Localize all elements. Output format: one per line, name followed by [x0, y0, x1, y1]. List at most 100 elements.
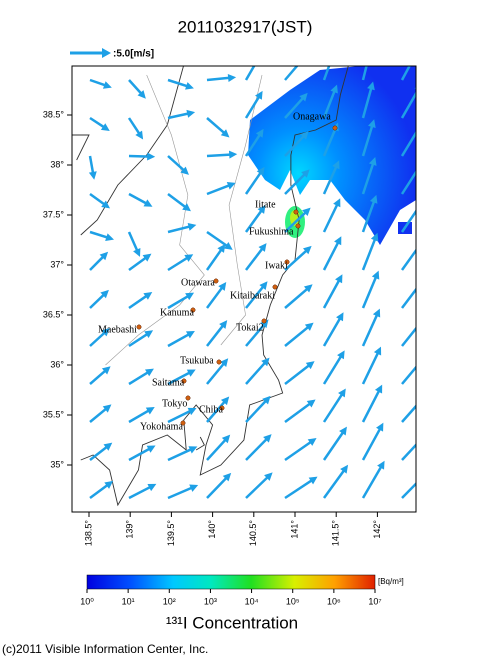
wind-vector — [128, 408, 152, 424]
wind-vector-head — [101, 328, 110, 337]
wind-vector-head — [370, 232, 379, 242]
map-frame — [71, 65, 417, 513]
prefecture-border — [220, 74, 263, 346]
wind-vector-head — [330, 84, 338, 94]
wind-vector-head — [220, 358, 229, 367]
wind-vector — [322, 240, 341, 271]
map-area — [72, 47, 430, 507]
wind-vector-head — [368, 119, 376, 129]
wind-vector — [167, 224, 192, 234]
wind-vector-head — [416, 160, 424, 169]
wind-vector — [206, 76, 232, 82]
wind-vector — [128, 485, 153, 500]
wind-vector — [322, 353, 344, 385]
x-tick-label: 141.5° — [331, 520, 341, 547]
city-marker — [180, 420, 186, 426]
city-label: Otawara — [181, 277, 215, 288]
wind-vector — [400, 91, 416, 119]
wind-vector — [284, 401, 313, 424]
wind-vector-head — [299, 92, 308, 102]
wind-vector-head — [102, 404, 112, 413]
wind-vector — [322, 278, 342, 309]
wind-vector — [128, 331, 150, 348]
wind-vector-head — [376, 422, 384, 432]
wind-vector — [244, 94, 262, 119]
wind-vector-head — [226, 182, 236, 190]
wind-vector — [322, 391, 345, 423]
coastline — [195, 436, 205, 451]
wind-vector — [206, 230, 230, 248]
y-tick-label: 37.5° — [43, 209, 65, 219]
colorbar — [86, 574, 376, 590]
wind-vector — [89, 482, 110, 500]
wind-vector-head — [221, 434, 231, 444]
wind-vector — [128, 79, 144, 96]
wind-vector-head — [415, 125, 416, 127]
wind-vector — [361, 388, 382, 423]
x-tick-label: 140° — [207, 520, 217, 539]
wind-vector — [245, 436, 269, 461]
wind-vector — [89, 406, 109, 423]
colorbar-tick-label: 10¹ — [122, 596, 135, 606]
wind-vector-head — [339, 426, 347, 436]
wind-vector — [128, 370, 151, 386]
wind-vector-head — [371, 270, 380, 280]
city-label: Maebashi — [98, 324, 137, 335]
wind-vector-head — [137, 90, 146, 99]
colorbar-tick-label: 10⁴ — [245, 596, 259, 606]
wind-vector-head — [330, 47, 338, 56]
wind-vector — [167, 193, 188, 210]
x-tick-label: 139.5° — [166, 520, 176, 547]
wind-vector — [244, 208, 264, 233]
wind-vector — [400, 130, 416, 157]
city-marker — [293, 209, 299, 215]
wind-vector — [205, 247, 224, 271]
wind-vector — [167, 332, 192, 348]
wind-vector — [206, 323, 226, 347]
wind-vector — [284, 66, 299, 81]
wind-vector-head — [143, 199, 153, 207]
wind-vector — [322, 468, 347, 499]
wind-vector-head — [257, 204, 266, 214]
wind-vector — [128, 154, 151, 158]
city-label: Chiba — [199, 404, 223, 415]
wind-vector — [284, 171, 307, 195]
wind-vector — [89, 444, 110, 461]
x-tick-label: 138.5° — [83, 520, 93, 547]
wind-vector-head — [103, 442, 113, 451]
wind-vector — [244, 170, 263, 195]
wind-vector-head — [187, 222, 197, 231]
colorbar-tick-label: 10⁶ — [327, 596, 341, 606]
wind-vector — [89, 292, 107, 309]
wind-vector-head — [88, 171, 97, 180]
wind-vector-head — [228, 150, 238, 159]
wind-vector-head — [99, 251, 109, 261]
city-label: Iitate — [255, 199, 276, 210]
wind-vector-head — [422, 351, 430, 360]
city-marker — [295, 223, 301, 229]
wind-vector-head — [102, 81, 112, 89]
wind-vector-head — [185, 292, 195, 301]
city-marker — [284, 259, 290, 265]
wind-vector-head — [332, 160, 340, 170]
wind-vector — [361, 66, 368, 81]
wind-vector — [88, 155, 95, 176]
wind-vector-head — [262, 395, 271, 405]
wind-vector-head — [187, 407, 197, 416]
wind-vector — [284, 478, 315, 500]
city-marker — [272, 284, 278, 290]
city-label: Tokai2 — [236, 322, 264, 333]
wind-vector — [401, 404, 416, 423]
city-label: Kitaibaraki — [230, 290, 275, 301]
wind-vector-head — [298, 55, 306, 64]
wind-vector — [284, 286, 310, 309]
wind-vector-head — [302, 207, 311, 217]
wind-vector — [89, 330, 107, 347]
city-marker — [219, 405, 225, 411]
y-tick-label: 38° — [50, 159, 64, 169]
colorbar-tick-label: 10⁰ — [80, 596, 94, 606]
wind-vector — [322, 66, 331, 81]
x-tick-label: 142° — [372, 520, 382, 539]
y-tick-label: 35° — [50, 459, 64, 469]
scale-arrow-head — [102, 48, 111, 58]
